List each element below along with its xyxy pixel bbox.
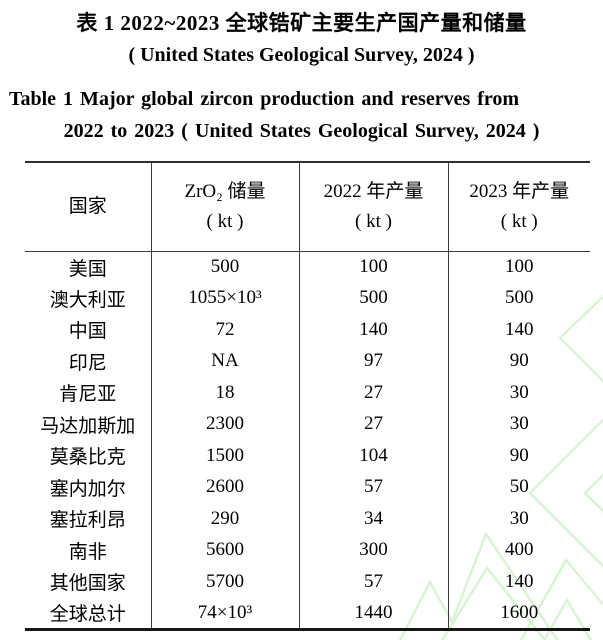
cell-reserves: 5600 [151, 534, 300, 566]
cell-country: 南非 [25, 534, 152, 566]
cell-reserves: 2600 [151, 471, 300, 503]
cell-prod-2023: 30 [509, 507, 529, 529]
cell-country: 澳大利亚 [25, 282, 152, 314]
caption-english-line2: 2022 to 2023 ( United States Geological … [63, 120, 540, 142]
table-row: 澳大利亚 1055×10³ 500 500 [25, 282, 590, 314]
table-row: 莫桑比克 1500 104 90 [25, 440, 590, 472]
cell-prod-2022: 27 [299, 408, 449, 440]
watermark-zigzag-right-1 [519, 557, 603, 640]
cell-prod-2023: 140 [505, 570, 534, 592]
table-row: 美国 500 100 100 [25, 251, 590, 283]
table-caption: 表 1 2022~2023 全球锆矿主要生产国产量和储量 ( United St… [0, 8, 603, 161]
table-row: 中国 72 140 140 [25, 314, 590, 346]
cell-reserves: 1500 [151, 440, 300, 472]
header-prod-2023-line2: ( kt ) [500, 210, 538, 232]
cell-prod-2022: 140 [299, 314, 449, 346]
cell-country: 塞拉利昂 [25, 503, 152, 535]
header-prod-2022: 2022 年产量 ( kt ) [299, 162, 449, 252]
header-prod-2023-line1: 2023 年产量 [469, 180, 570, 202]
header-country: 国家 [25, 162, 152, 252]
paper-table-figure: 表 1 2022~2023 全球锆矿主要生产国产量和储量 ( United St… [0, 8, 603, 631]
cell-prod-2022: 27 [299, 377, 449, 409]
cell-country: 马达加斯加 [25, 408, 152, 440]
header-reserves-line1: ZrO₂ 储量 [184, 180, 266, 202]
table-row: 塞内加尔 2600 57 50 [25, 471, 590, 503]
cell-prod-2022: 104 [299, 440, 449, 472]
table-row: 南非 5600 300 400 [25, 534, 590, 566]
cell-prod-2023: 30 [509, 413, 529, 435]
table-row: 其他国家 5700 57 140 [25, 566, 590, 598]
cell-reserves: 18 [151, 377, 300, 409]
caption-chinese-source: ( United States Geological Survey, 2024 … [128, 44, 475, 66]
watermark-zigzag-inner [441, 565, 547, 640]
cell-prod-2022: 97 [299, 345, 449, 377]
cell-prod-2023: 90 [509, 350, 529, 372]
cell-reserves: 500 [151, 251, 300, 283]
header-prod-2022-line1: 2022 年产量 [323, 180, 424, 202]
cell-prod-2023: 500 [505, 287, 534, 309]
cell-reserves: 72 [151, 314, 300, 346]
cell-country: 肯尼亚 [25, 377, 152, 409]
caption-english-line1: Table 1 Major global zircon production a… [9, 88, 520, 110]
cell-reserves: 5700 [151, 566, 300, 598]
cell-prod-2022: 57 [299, 471, 449, 503]
table-row: 塞拉利昂 290 34 30 [25, 503, 590, 535]
cell-prod-2022: 1440 [299, 597, 449, 629]
header-prod-2022-line2: ( kt ) [355, 210, 392, 232]
cell-prod-2022: 57 [299, 566, 449, 598]
cell-reserves: NA [151, 345, 300, 377]
header-prod-2023: 2023 年产量 ( kt ) [448, 162, 590, 252]
cell-country: 中国 [25, 314, 152, 346]
caption-chinese: 表 1 2022~2023 全球锆矿主要生产国产量和储量 [76, 11, 527, 35]
cell-prod-2022: 500 [299, 282, 449, 314]
header-country-label: 国家 [68, 195, 107, 217]
cell-country: 其他国家 [25, 566, 152, 598]
cell-prod-2023: 30 [509, 381, 529, 403]
table-row: 印尼 NA 97 90 [25, 345, 590, 377]
table-row: 肯尼亚 18 27 30 [25, 377, 590, 409]
cell-prod-2023: 140 [505, 318, 534, 340]
cell-reserves: 290 [151, 503, 300, 535]
cell-prod-2023: 90 [509, 444, 529, 466]
cell-prod-2022: 300 [299, 534, 449, 566]
header-row: 国家 ZrO₂ 储量 ( kt ) 2022 年产量 ( kt ) 2023 年… [25, 162, 590, 252]
header-reserves-line2: ( kt ) [206, 210, 244, 232]
cell-prod-2022: 34 [299, 503, 449, 535]
table-row: 全球总计 74×10³ 1440 1600 [25, 597, 590, 629]
cell-country: 印尼 [25, 345, 152, 377]
cell-country: 全球总计 [25, 597, 152, 629]
cell-prod-2023: 50 [509, 476, 529, 498]
cell-prod-2023: 1600 [500, 601, 539, 623]
header-reserves: ZrO₂ 储量 ( kt ) [151, 162, 300, 252]
cell-reserves: 1055×10³ [151, 282, 300, 314]
zircon-production-table: 国家 ZrO₂ 储量 ( kt ) 2022 年产量 ( kt ) 2023 年… [25, 161, 590, 631]
cell-country: 塞内加尔 [25, 471, 152, 503]
cell-country: 美国 [25, 251, 152, 283]
table-row: 马达加斯加 2300 27 30 [25, 408, 590, 440]
cell-prod-2023: 400 [505, 539, 534, 561]
cell-prod-2022: 100 [299, 251, 449, 283]
cell-country: 莫桑比克 [25, 440, 152, 472]
cell-prod-2023: 100 [505, 256, 534, 277]
cell-reserves: 74×10³ [151, 597, 300, 629]
cell-reserves: 2300 [151, 408, 300, 440]
